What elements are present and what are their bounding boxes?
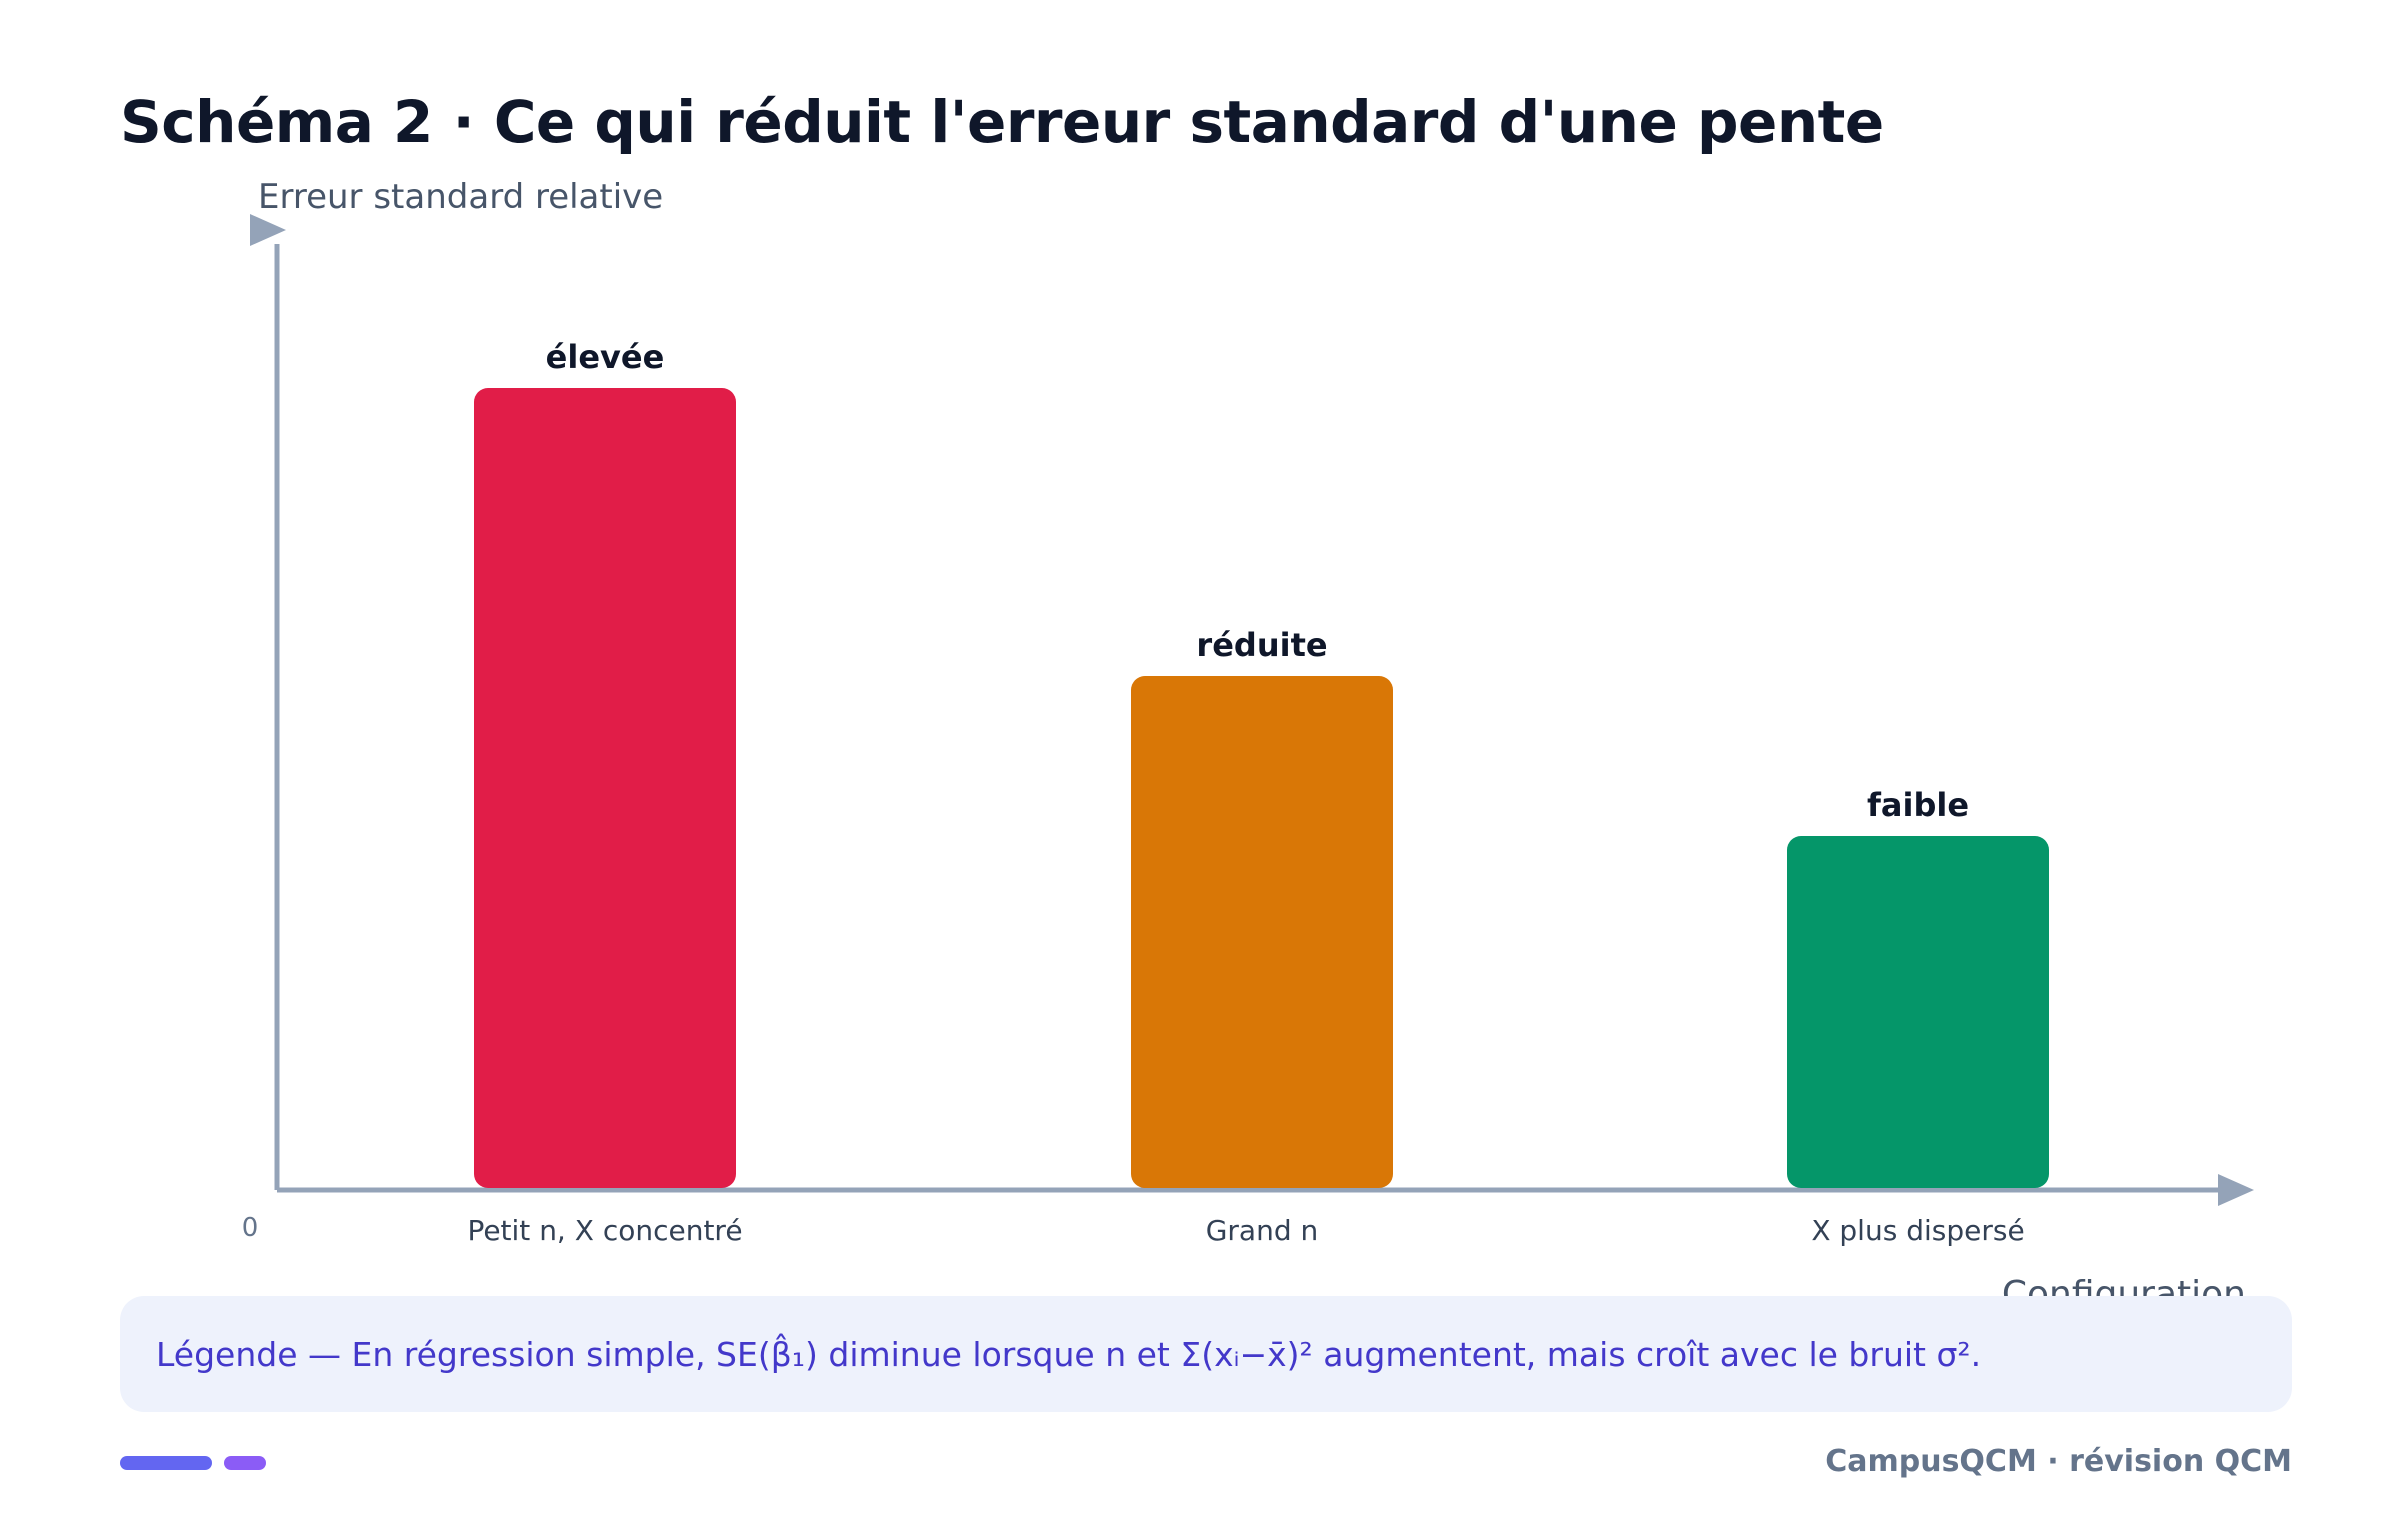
x-tick-label-1: Petit n, X concentré — [467, 1214, 742, 1247]
page-title: Schéma 2 · Ce qui réduit l'erreur standa… — [120, 88, 1884, 156]
x-axis-label: Configuration — [2002, 1274, 2246, 1300]
y-axis-label: Erreur standard relative — [258, 177, 663, 217]
bar-2 — [1131, 676, 1393, 1188]
x-axis-arrow — [2218, 1174, 2254, 1206]
footer-brand: CampusQCM · révision QCM — [1825, 1444, 2292, 1479]
legend-box: Légende — En régression simple, SE(β̂₁) … — [120, 1296, 2292, 1412]
x-tick-label-3: X plus dispersé — [1811, 1214, 2024, 1247]
y-axis-arrow — [250, 214, 286, 246]
progress-pill-secondary — [224, 1456, 266, 1470]
bars-group: élevée Petit n, X concentré réduite Grand n… — [467, 338, 2049, 1247]
bar-data-label-2: réduite — [1196, 626, 1327, 664]
bar-3 — [1787, 836, 2049, 1188]
chart-axes — [250, 214, 2254, 1206]
bar-chart: Erreur standard relative 0 Configuration… — [242, 177, 2254, 1300]
bar-data-label-3: faible — [1867, 786, 1969, 824]
progress-pill-primary — [120, 1456, 212, 1470]
bar-data-label-1: élevée — [546, 338, 665, 376]
x-tick-label-2: Grand n — [1206, 1214, 1319, 1247]
legend-text: Légende — En régression simple, SE(β̂₁) … — [156, 1334, 1982, 1374]
y-tick-label-zero: 0 — [242, 1213, 259, 1243]
bar-1 — [474, 388, 736, 1188]
